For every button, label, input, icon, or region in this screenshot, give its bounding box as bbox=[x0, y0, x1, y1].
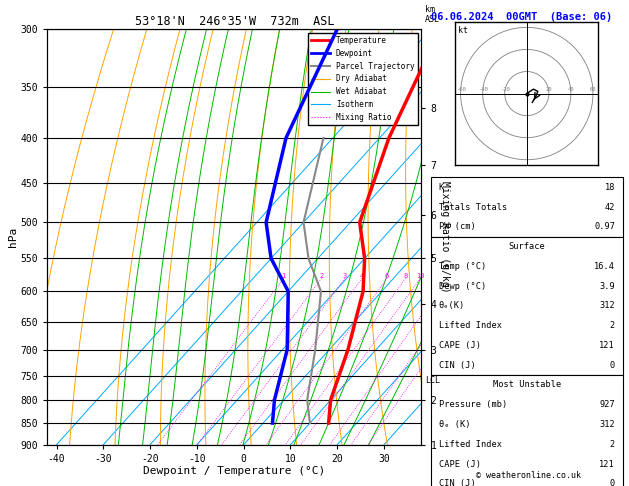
Text: CAPE (J): CAPE (J) bbox=[438, 341, 481, 350]
Bar bbox=[431, 177, 623, 237]
Text: Lifted Index: Lifted Index bbox=[438, 321, 501, 330]
Text: CAPE (J): CAPE (J) bbox=[438, 460, 481, 469]
Text: 1: 1 bbox=[282, 273, 286, 278]
Text: 0: 0 bbox=[610, 361, 615, 370]
Text: -40: -40 bbox=[478, 87, 487, 92]
Y-axis label: hPa: hPa bbox=[8, 227, 18, 247]
Text: Lifted Index: Lifted Index bbox=[438, 440, 501, 449]
Text: © weatheronline.co.uk: © weatheronline.co.uk bbox=[476, 471, 581, 480]
Text: 8: 8 bbox=[403, 273, 408, 278]
Title: 53°18'N  246°35'W  732m  ASL: 53°18'N 246°35'W 732m ASL bbox=[135, 15, 334, 28]
Text: 3: 3 bbox=[343, 273, 347, 278]
Text: PW (cm): PW (cm) bbox=[438, 222, 476, 231]
Text: 121: 121 bbox=[599, 460, 615, 469]
Text: 20: 20 bbox=[545, 87, 552, 92]
Text: 10: 10 bbox=[416, 273, 425, 278]
Text: Pressure (mb): Pressure (mb) bbox=[438, 400, 507, 409]
Text: 121: 121 bbox=[599, 341, 615, 350]
Text: Most Unstable: Most Unstable bbox=[493, 381, 561, 389]
Text: 312: 312 bbox=[599, 420, 615, 429]
Text: CIN (J): CIN (J) bbox=[438, 361, 476, 370]
Text: -20: -20 bbox=[500, 87, 509, 92]
Text: Surface: Surface bbox=[508, 242, 545, 251]
Y-axis label: Mixing Ratio (g/kg): Mixing Ratio (g/kg) bbox=[440, 181, 450, 293]
Text: kt: kt bbox=[458, 26, 468, 35]
Text: θₑ(K): θₑ(K) bbox=[438, 301, 465, 311]
Text: 312: 312 bbox=[599, 301, 615, 311]
Text: 16.4: 16.4 bbox=[594, 262, 615, 271]
Text: -60: -60 bbox=[456, 87, 465, 92]
Text: 0: 0 bbox=[610, 479, 615, 486]
Bar bbox=[431, 375, 623, 486]
Text: Totals Totals: Totals Totals bbox=[438, 203, 507, 211]
Text: 0.97: 0.97 bbox=[594, 222, 615, 231]
Text: 2: 2 bbox=[610, 440, 615, 449]
Text: 60: 60 bbox=[590, 87, 596, 92]
Text: LCL: LCL bbox=[426, 376, 440, 385]
Text: CIN (J): CIN (J) bbox=[438, 479, 476, 486]
Text: km
ASL: km ASL bbox=[425, 5, 440, 24]
Text: 18: 18 bbox=[604, 183, 615, 192]
Text: K: K bbox=[438, 183, 444, 192]
X-axis label: Dewpoint / Temperature (°C): Dewpoint / Temperature (°C) bbox=[143, 467, 325, 476]
Text: 42: 42 bbox=[604, 203, 615, 211]
Text: 927: 927 bbox=[599, 400, 615, 409]
Text: 2: 2 bbox=[610, 321, 615, 330]
Legend: Temperature, Dewpoint, Parcel Trajectory, Dry Adiabat, Wet Adiabat, Isotherm, Mi: Temperature, Dewpoint, Parcel Trajectory… bbox=[308, 33, 418, 125]
Text: 6: 6 bbox=[385, 273, 389, 278]
Text: θₑ (K): θₑ (K) bbox=[438, 420, 470, 429]
Text: 4: 4 bbox=[360, 273, 364, 278]
Text: 3.9: 3.9 bbox=[599, 281, 615, 291]
Bar bbox=[431, 237, 623, 375]
Text: 2: 2 bbox=[320, 273, 323, 278]
Text: Temp (°C): Temp (°C) bbox=[438, 262, 486, 271]
Text: 06.06.2024  00GMT  (Base: 06): 06.06.2024 00GMT (Base: 06) bbox=[431, 12, 612, 22]
Text: Dewp (°C): Dewp (°C) bbox=[438, 281, 486, 291]
Text: 40: 40 bbox=[567, 87, 574, 92]
